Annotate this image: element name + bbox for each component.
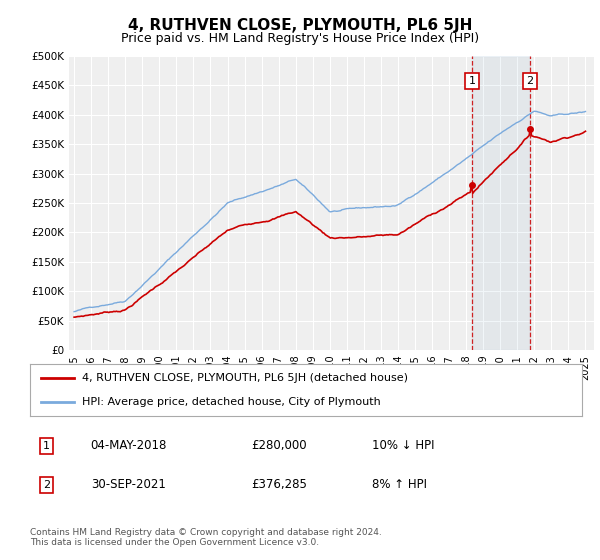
Text: 30-SEP-2021: 30-SEP-2021 [91, 478, 166, 491]
Text: 2: 2 [43, 480, 50, 490]
Text: 4, RUTHVEN CLOSE, PLYMOUTH, PL6 5JH: 4, RUTHVEN CLOSE, PLYMOUTH, PL6 5JH [128, 18, 472, 34]
Text: 8% ↑ HPI: 8% ↑ HPI [372, 478, 427, 491]
Text: £280,000: £280,000 [251, 440, 307, 452]
Text: Price paid vs. HM Land Registry's House Price Index (HPI): Price paid vs. HM Land Registry's House … [121, 32, 479, 45]
Text: Contains HM Land Registry data © Crown copyright and database right 2024.
This d: Contains HM Land Registry data © Crown c… [30, 528, 382, 547]
Text: 10% ↓ HPI: 10% ↓ HPI [372, 440, 435, 452]
Bar [472, 56, 530, 350]
Text: HPI: Average price, detached house, City of Plymouth: HPI: Average price, detached house, City… [82, 396, 381, 407]
Text: 04-MAY-2018: 04-MAY-2018 [91, 440, 167, 452]
Text: 1: 1 [43, 441, 50, 451]
Text: 1: 1 [469, 76, 475, 86]
Text: 2: 2 [527, 76, 533, 86]
Text: 4, RUTHVEN CLOSE, PLYMOUTH, PL6 5JH (detached house): 4, RUTHVEN CLOSE, PLYMOUTH, PL6 5JH (det… [82, 373, 409, 383]
Text: £376,285: £376,285 [251, 478, 307, 491]
